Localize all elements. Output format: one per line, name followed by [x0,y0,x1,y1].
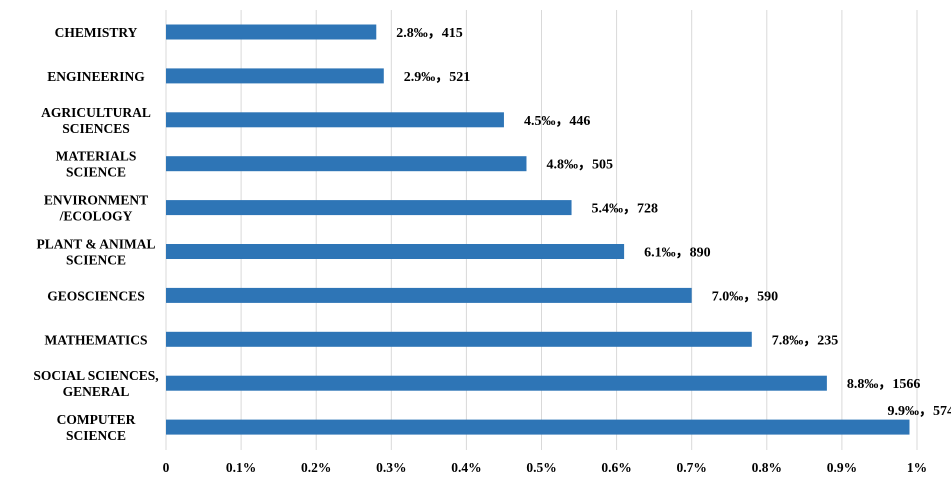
bar [166,24,377,40]
data-labels: 2.8‰，415 2.9‰，521 4.5‰，446 4.8‰，505 5.4‰，728… [396,26,951,419]
category-labels: CHEMISTRY ENGINEERING AGRICULTURAL SCIENCES… [33,25,158,443]
data-label: 4.8‰，505 [546,158,613,173]
category-label: MATERIALS SCIENCE [56,149,137,180]
bar [166,156,527,172]
data-label: 5.4‰，728 [592,202,659,217]
category-label: AGRICULTURAL SCIENCES [41,105,151,136]
data-label: 8.8‰，1566 [847,377,921,392]
bar [166,419,910,435]
bar [166,244,625,259]
x-tick-label: 0.2% [301,460,331,475]
category-label: MATHEMATICS [44,332,147,347]
category-label: PLANT & ANIMAL SCIENCE [36,237,155,268]
data-label: 6.1‰，890 [644,246,711,261]
bar [166,375,827,391]
category-label: ENVIRONMENT/ECOLOGY [44,193,148,224]
data-label: 2.8‰，415 [396,26,463,41]
category-label: SOCIAL SCIENCES, GENERAL [33,368,158,399]
data-label: 7.0‰，590 [712,289,779,304]
data-label: 7.8‰，235 [772,333,839,348]
bar [166,331,752,347]
bar [166,200,572,216]
x-tick-label: 0.1% [226,460,256,475]
x-tick-label: 0 [163,460,170,475]
x-tick-label: 0.7% [677,460,707,475]
category-label: ENGINEERING [47,69,145,84]
bar [166,112,504,128]
x-tick-label: 0.5% [526,460,556,475]
bar [166,287,692,303]
x-tick-labels: 0 0.1% 0.2% 0.3% 0.4% 0.5% 0.6% 0.7% 0.8% 0.9% 1% [163,460,928,475]
x-tick-label: 0.6% [601,460,631,475]
data-label: 2.9‰，521 [404,70,471,85]
category-label: COMPUTER SCIENCE [57,412,136,443]
data-label: 4.5‰，446 [524,114,591,129]
bar [166,68,384,84]
category-label: GEOSCIENCES [47,288,145,303]
x-tick-label: 0.4% [451,460,481,475]
x-tick-label: 0.3% [376,460,406,475]
data-label: 9.9‰，574 [887,404,951,419]
x-tick-label: 0.9% [827,460,857,475]
x-tick-label: 0.8% [752,460,782,475]
category-label: CHEMISTRY [55,25,138,40]
bars [166,24,910,435]
x-tick-label: 1% [907,460,927,475]
